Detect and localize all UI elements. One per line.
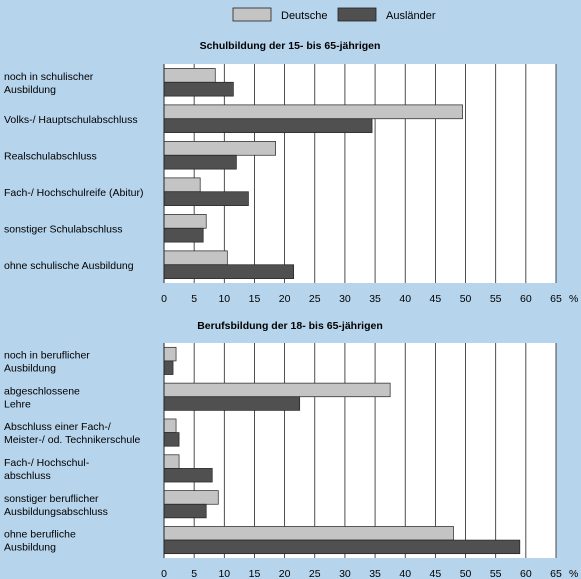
tick-label: 5 — [191, 568, 197, 579]
category-label: Ausbildungsabschluss — [4, 506, 108, 518]
bar-deutsche — [163, 177, 201, 193]
category-label: ohne berufliche — [4, 529, 76, 541]
tick-label: 45 — [430, 568, 442, 579]
unit-label: % — [569, 568, 578, 579]
bar-auslaender — [163, 191, 249, 206]
bar-deutsche — [163, 141, 276, 156]
bar-deutsche — [163, 214, 207, 229]
tick-label: 40 — [399, 293, 411, 305]
tick-label: 25 — [309, 293, 321, 305]
tick-label: 35 — [369, 293, 381, 305]
legend-swatch-deutsche — [232, 7, 272, 22]
tick-label: 60 — [520, 568, 532, 579]
category-label: Ausbildung — [4, 362, 56, 374]
tick-label: 10 — [218, 293, 230, 305]
chart-schulbildung: Schulbildung der 15- bis 65-jährigen noc… — [4, 40, 578, 305]
tick-label: 55 — [490, 293, 502, 305]
category-label: sonstiger beruflicher — [4, 493, 99, 505]
chart-berufsbildung: Berufsbildung der 18- bis 65-jährigen no… — [4, 320, 578, 579]
category-label: noch in beruflicher — [4, 349, 90, 361]
tick-label: 45 — [430, 293, 442, 305]
bar-auslaender — [163, 432, 180, 447]
bar-auslaender — [163, 154, 237, 170]
category-label: abschluss — [4, 470, 51, 482]
bar-deutsche — [163, 346, 177, 362]
bar-deutsche — [163, 526, 454, 541]
bar-auslaender — [163, 118, 373, 133]
tick-label: 65 — [550, 568, 562, 579]
bar-auslaender — [163, 539, 521, 555]
bar-auslaender — [163, 503, 207, 519]
tick-label: 50 — [460, 568, 472, 579]
tick-label: 10 — [218, 568, 230, 579]
legend: Deutsche Ausländer — [232, 7, 436, 22]
category-label: Realschulabschluss — [4, 150, 97, 162]
category-label: Fach-/ Hochschul- — [4, 457, 90, 469]
bar-deutsche — [163, 454, 180, 469]
plot-area — [164, 343, 556, 558]
bar-auslaender — [163, 360, 174, 375]
category-label: sonstiger Schulabschluss — [4, 223, 122, 235]
category-label: Ausbildung — [4, 84, 56, 96]
tick-label: 30 — [339, 568, 351, 579]
tick-label: 30 — [339, 293, 351, 305]
bar-deutsche — [163, 490, 219, 505]
category-label: Volks-/ Hauptschulabschluss — [4, 114, 138, 126]
tick-label: 5 — [191, 293, 197, 305]
bar-deutsche — [163, 104, 463, 120]
tick-label: 0 — [161, 568, 167, 579]
plot-area — [164, 64, 556, 283]
chart-title: Berufsbildung der 18- bis 65-jährigen — [197, 320, 383, 332]
bar-auslaender — [163, 396, 301, 411]
bar-deutsche — [163, 250, 228, 266]
chart-title: Schulbildung der 15- bis 65-jährigen — [200, 40, 381, 52]
tick-label: 15 — [249, 568, 261, 579]
bar-deutsche — [163, 68, 216, 83]
bar-auslaender — [163, 81, 234, 97]
tick-label: 50 — [460, 293, 472, 305]
category-label: Abschluss einer Fach-/ — [4, 421, 111, 433]
tick-label: 0 — [161, 293, 167, 305]
tick-label: 15 — [249, 293, 261, 305]
category-label: Ausbildung — [4, 542, 56, 554]
bar-auslaender — [163, 468, 213, 483]
legend-label-deutsche: Deutsche — [281, 10, 327, 22]
category-label: abgeschlossene — [4, 385, 80, 397]
tick-label: 40 — [399, 568, 411, 579]
tick-label: 35 — [369, 568, 381, 579]
category-label: Fach-/ Hochschulreife (Abitur) — [4, 187, 143, 199]
legend-swatch-auslaender — [337, 7, 377, 22]
bar-auslaender — [163, 227, 204, 243]
bar-auslaender — [163, 264, 295, 279]
category-label: ohne schulische Ausbildung — [4, 260, 134, 272]
tick-label: 65 — [550, 293, 562, 305]
category-label: noch in schulischer — [4, 71, 94, 83]
bar-deutsche — [163, 382, 391, 398]
tick-label: 25 — [309, 568, 321, 579]
unit-label: % — [569, 293, 578, 305]
category-label: Meister-/ od. Technikerschule — [4, 434, 141, 446]
tick-label: 20 — [279, 568, 291, 579]
tick-label: 60 — [520, 293, 532, 305]
tick-label: 55 — [490, 568, 502, 579]
legend-label-auslaender: Ausländer — [386, 10, 436, 22]
bar-deutsche — [163, 418, 177, 433]
tick-label: 20 — [279, 293, 291, 305]
category-label: Lehre — [4, 398, 31, 410]
